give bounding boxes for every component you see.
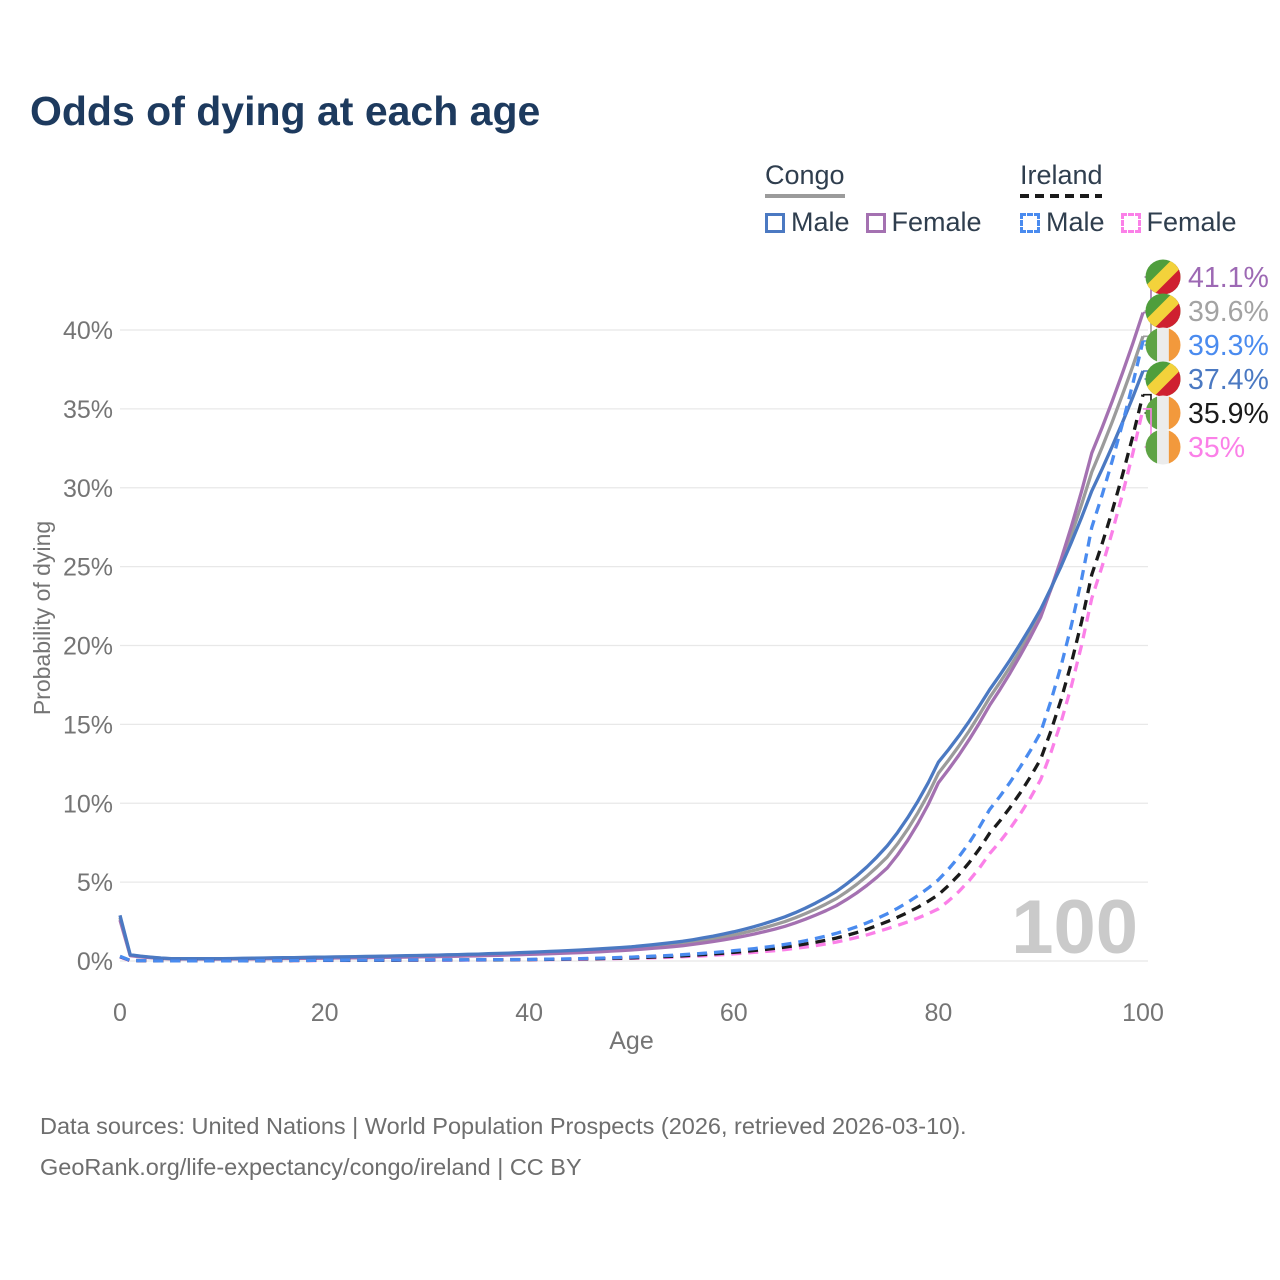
footer: Data sources: United Nations | World Pop… xyxy=(40,1106,967,1188)
legend-item-congo-male[interactable]: Male xyxy=(765,207,850,238)
y-axis-title: Probability of dying xyxy=(29,521,55,715)
legend-line-sample-ireland xyxy=(1020,194,1102,198)
ireland-female-swatch-icon xyxy=(1120,212,1141,233)
flag-icon-congo xyxy=(1145,293,1181,329)
x-axis-title: Age xyxy=(609,1027,653,1055)
y-tick-label: 30% xyxy=(63,475,113,503)
series-line-ireland-male[interactable] xyxy=(119,340,1145,963)
series-line-congo-male[interactable] xyxy=(118,370,1145,961)
y-tick-label: 35% xyxy=(63,396,113,424)
flag-icon-ireland xyxy=(1145,327,1181,363)
y-tick-label: 40% xyxy=(63,317,113,345)
legend: Congo Male Female Ireland Male xyxy=(0,160,1280,250)
congo-male-swatch-icon xyxy=(765,212,785,233)
footer-attribution: GeoRank.org/life-expectancy/congo/irelan… xyxy=(40,1154,582,1180)
y-tick-label: 0% xyxy=(77,948,113,976)
series-line-congo-both-sexes[interactable] xyxy=(118,335,1145,961)
end-label-value: 35% xyxy=(1188,432,1245,464)
x-tick-label: 0 xyxy=(113,999,127,1027)
legend-line-sample-congo xyxy=(765,194,845,198)
series-line-ireland-female[interactable] xyxy=(119,408,1145,963)
legend-item-ireland-female[interactable]: Female xyxy=(1120,207,1237,238)
y-tick-label: 10% xyxy=(63,790,113,818)
end-label-value: 35.9% xyxy=(1188,398,1269,430)
flag-icon-congo xyxy=(1145,259,1181,295)
series-line-congo-female[interactable] xyxy=(118,312,1145,961)
y-tick-label: 5% xyxy=(77,869,113,897)
legend-header-ireland: Ireland xyxy=(1020,160,1103,190)
x-tick-label: 20 xyxy=(311,999,339,1027)
x-tick-label: 40 xyxy=(515,999,543,1027)
legend-group-congo: Congo Male Female xyxy=(765,160,982,238)
end-label-value: 39.3% xyxy=(1188,330,1269,362)
legend-item-ireland-male[interactable]: Male xyxy=(1020,207,1105,238)
y-tick-label: 15% xyxy=(63,711,113,739)
end-label-value: 41.1% xyxy=(1188,262,1269,294)
footer-data-sources: Data sources: United Nations | World Pop… xyxy=(40,1113,967,1139)
legend-group-ireland: Ireland Male Female xyxy=(1020,160,1237,238)
legend-header-congo: Congo xyxy=(765,160,845,190)
end-label-value: 37.4% xyxy=(1188,364,1269,396)
legend-item-congo-female[interactable]: Female xyxy=(865,207,982,238)
flag-icon-ireland xyxy=(1145,429,1181,465)
age-watermark: 100 xyxy=(1011,885,1138,970)
x-tick-label: 80 xyxy=(924,999,952,1027)
y-tick-label: 25% xyxy=(63,554,113,582)
x-tick-label: 100 xyxy=(1122,999,1164,1027)
end-label-value: 39.6% xyxy=(1188,296,1269,328)
ireland-male-swatch-icon xyxy=(1020,212,1040,233)
x-tick-label: 60 xyxy=(720,999,748,1027)
congo-female-swatch-icon xyxy=(865,212,886,233)
page-title: Odds of dying at each age xyxy=(30,88,541,134)
y-tick-label: 20% xyxy=(63,633,113,661)
series-line-ireland-both-sexes[interactable] xyxy=(119,394,1145,963)
